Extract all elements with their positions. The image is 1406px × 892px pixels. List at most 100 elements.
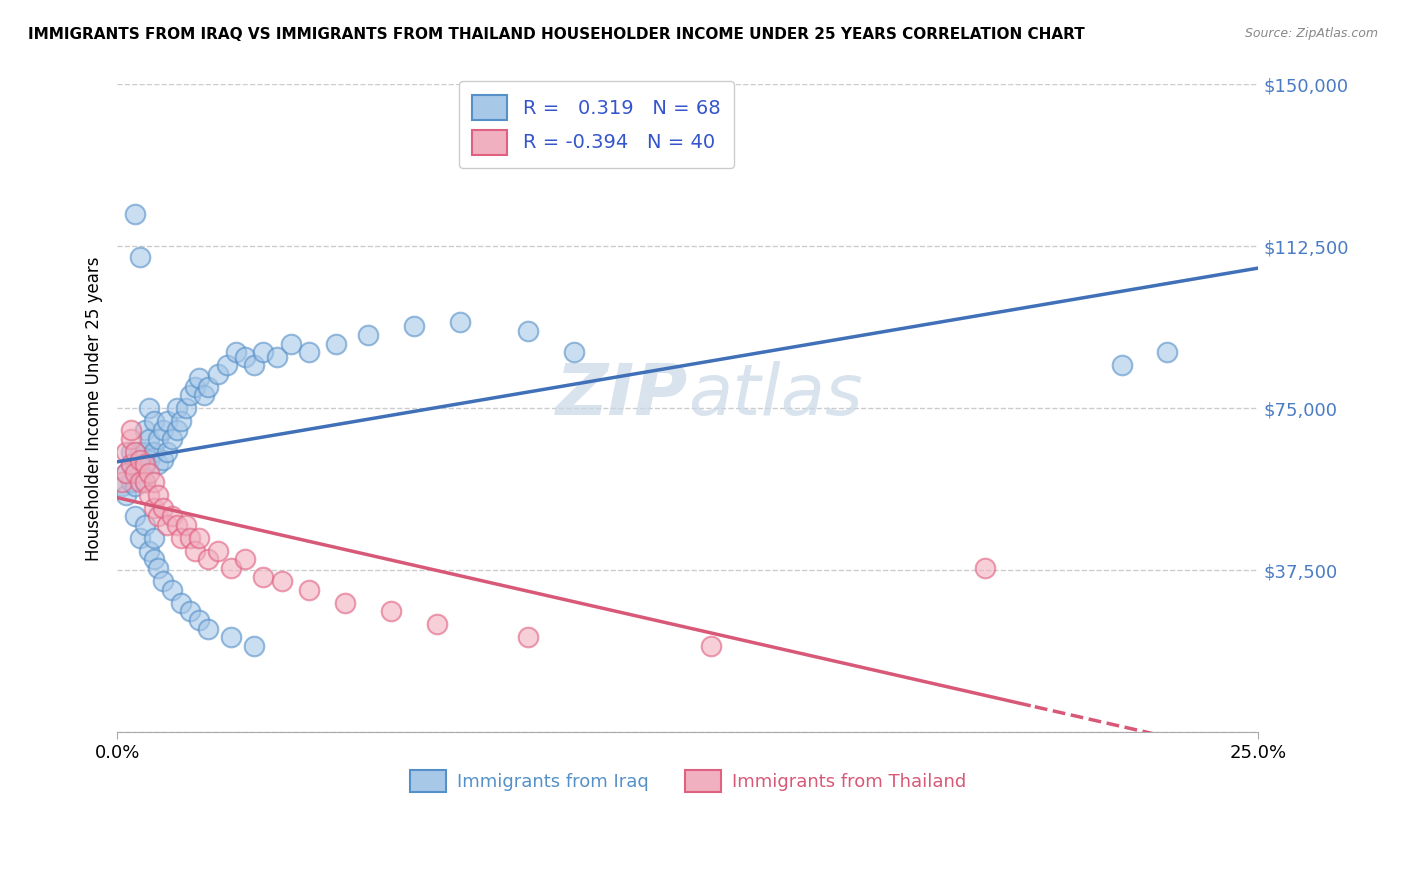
Point <box>129 475 152 489</box>
Point <box>129 466 152 480</box>
Point <box>170 596 193 610</box>
Text: IMMIGRANTS FROM IRAQ VS IMMIGRANTS FROM THAILAND HOUSEHOLDER INCOME UNDER 25 YEA: IMMIGRANTS FROM IRAQ VS IMMIGRANTS FROM … <box>28 27 1085 42</box>
Point <box>243 358 266 372</box>
Point <box>188 613 211 627</box>
Point <box>207 544 229 558</box>
Point <box>129 453 152 467</box>
Point <box>252 345 274 359</box>
Point <box>115 466 138 480</box>
Point <box>517 630 540 644</box>
Point <box>115 488 138 502</box>
Point <box>120 444 142 458</box>
Point <box>270 574 292 588</box>
Point <box>156 518 179 533</box>
Point <box>129 444 152 458</box>
Point <box>142 414 165 428</box>
Point <box>170 414 193 428</box>
Point <box>156 414 179 428</box>
Point <box>184 380 207 394</box>
Point <box>148 488 170 502</box>
Point <box>138 466 160 480</box>
Y-axis label: Householder Income Under 25 years: Householder Income Under 25 years <box>86 256 103 560</box>
Point <box>402 319 425 334</box>
Point <box>120 423 142 437</box>
Point <box>120 458 142 472</box>
Point <box>197 622 219 636</box>
Point <box>325 336 347 351</box>
Point <box>221 630 243 644</box>
Point <box>973 561 995 575</box>
Point <box>166 401 188 416</box>
Point <box>517 324 540 338</box>
Point <box>111 475 134 489</box>
Point <box>170 531 193 545</box>
Point <box>142 475 165 489</box>
Point <box>197 380 219 394</box>
Point <box>166 423 188 437</box>
Point <box>215 358 238 372</box>
Point <box>252 570 274 584</box>
Point <box>174 518 197 533</box>
Point <box>160 509 183 524</box>
Point <box>1156 345 1178 359</box>
Text: ZIP: ZIP <box>555 361 688 430</box>
Point <box>233 552 256 566</box>
Point <box>134 444 156 458</box>
Point <box>142 500 165 515</box>
Point <box>335 596 357 610</box>
Point <box>188 371 211 385</box>
Point <box>152 500 174 515</box>
Point <box>243 639 266 653</box>
Point <box>179 388 201 402</box>
Point <box>138 432 160 446</box>
Point <box>152 574 174 588</box>
Point <box>138 488 160 502</box>
Point <box>120 432 142 446</box>
Point <box>134 475 156 489</box>
Point <box>357 327 380 342</box>
Point <box>120 475 142 489</box>
Point <box>174 401 197 416</box>
Point <box>124 466 146 480</box>
Point <box>124 479 146 493</box>
Point <box>221 561 243 575</box>
Point <box>152 453 174 467</box>
Point <box>160 582 183 597</box>
Point <box>115 466 138 480</box>
Text: atlas: atlas <box>688 361 862 430</box>
Point <box>179 531 201 545</box>
Point <box>225 345 247 359</box>
Point <box>134 458 156 472</box>
Point <box>233 350 256 364</box>
Point <box>1111 358 1133 372</box>
Point <box>426 617 449 632</box>
Legend: Immigrants from Iraq, Immigrants from Thailand: Immigrants from Iraq, Immigrants from Th… <box>401 761 974 801</box>
Point <box>179 604 201 618</box>
Point <box>134 423 156 437</box>
Point <box>148 561 170 575</box>
Point <box>298 582 321 597</box>
Point <box>124 509 146 524</box>
Point <box>142 552 165 566</box>
Point <box>152 423 174 437</box>
Point <box>142 531 165 545</box>
Point <box>148 432 170 446</box>
Point <box>160 432 183 446</box>
Point <box>197 552 219 566</box>
Point <box>134 475 156 489</box>
Point <box>111 479 134 493</box>
Point <box>134 518 156 533</box>
Point <box>166 518 188 533</box>
Point <box>124 207 146 221</box>
Point <box>449 315 471 329</box>
Point <box>148 458 170 472</box>
Point <box>207 367 229 381</box>
Point <box>129 531 152 545</box>
Point <box>148 509 170 524</box>
Point <box>699 639 721 653</box>
Point <box>280 336 302 351</box>
Text: Source: ZipAtlas.com: Source: ZipAtlas.com <box>1244 27 1378 40</box>
Point <box>138 401 160 416</box>
Point <box>115 444 138 458</box>
Point <box>184 544 207 558</box>
